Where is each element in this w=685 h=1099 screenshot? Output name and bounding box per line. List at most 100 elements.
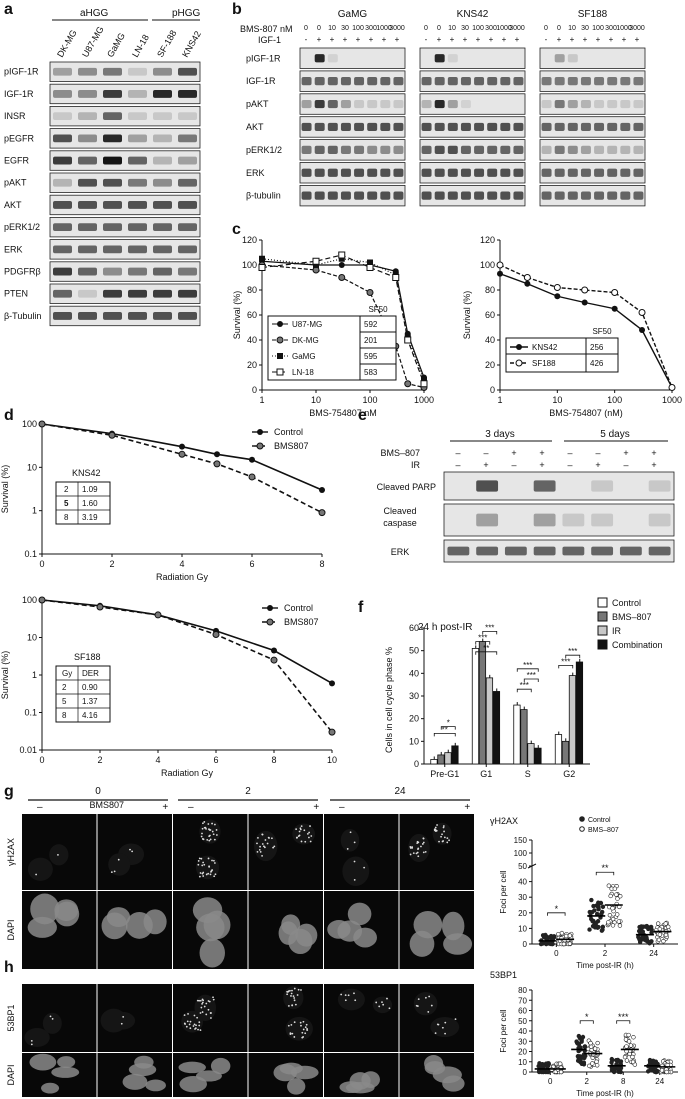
igf-sign: + xyxy=(317,35,322,44)
focus xyxy=(201,827,204,830)
data-point xyxy=(213,460,221,468)
y-tick-label: 20 xyxy=(409,714,419,724)
blot-band xyxy=(533,513,556,527)
significance-bracket xyxy=(616,1020,631,1024)
blot-band xyxy=(327,77,338,86)
igf-label: IGF-1 xyxy=(258,35,281,45)
focus xyxy=(35,873,38,876)
blot-band xyxy=(421,168,432,177)
significance-bracket xyxy=(516,668,539,672)
blot-band xyxy=(153,90,172,98)
blot-band xyxy=(620,77,631,86)
dose-value: 0 xyxy=(557,25,561,32)
lane-label: U87-MG xyxy=(80,25,106,59)
data-point xyxy=(611,289,619,296)
table-cell: 1.60 xyxy=(82,499,98,508)
focus xyxy=(51,1017,54,1020)
blot-band xyxy=(128,178,147,187)
blot-band xyxy=(500,191,511,200)
blot-band xyxy=(128,245,147,254)
bar-IR-G2 xyxy=(568,675,577,765)
bar-Combination-G2 xyxy=(575,661,584,765)
blot-band xyxy=(53,312,72,320)
blot-row-label: AKT xyxy=(4,200,22,210)
blot-band xyxy=(103,67,122,76)
igf-sign: + xyxy=(596,35,601,44)
focus xyxy=(353,992,355,995)
y-tick-label: 60 xyxy=(518,1007,527,1016)
data-point xyxy=(543,1061,549,1066)
y-tick-label: 10 xyxy=(518,1058,527,1067)
blot-band xyxy=(178,112,197,121)
blot-band xyxy=(554,99,565,109)
significance-stars: *** xyxy=(478,634,487,643)
data-point xyxy=(567,933,573,938)
legend-text: Control xyxy=(612,598,641,608)
data-point xyxy=(581,286,589,294)
blot-band xyxy=(367,145,378,154)
nucleus xyxy=(100,1008,127,1033)
data-point xyxy=(313,262,319,268)
blot-a-6 xyxy=(49,194,201,216)
data-point xyxy=(590,1061,595,1066)
focus xyxy=(183,1014,186,1016)
nucleus xyxy=(353,927,377,948)
focus xyxy=(416,842,419,845)
table-cell: DER xyxy=(82,669,99,678)
y-tick-label: 30 xyxy=(518,1037,527,1046)
igf-sign: - xyxy=(425,35,428,44)
blot-band xyxy=(633,122,644,132)
dose-value: 1000 xyxy=(496,25,512,32)
focus xyxy=(299,827,302,830)
blot-band xyxy=(301,122,312,132)
focus xyxy=(187,1013,189,1015)
focus xyxy=(344,994,347,996)
data-point xyxy=(649,939,654,944)
focus xyxy=(428,995,431,998)
legend-text: BMS807 xyxy=(274,441,309,451)
focus xyxy=(454,1018,457,1021)
dapi-image xyxy=(248,1053,323,1097)
data-point xyxy=(610,923,616,928)
significance-stars: *** xyxy=(561,657,570,666)
x-tick-label: 0 xyxy=(39,755,44,765)
data-point xyxy=(626,1032,631,1038)
blot-band xyxy=(327,191,338,200)
y-tick-label: 10 xyxy=(27,633,37,643)
ir-sign: – xyxy=(623,460,628,470)
igf-sign: - xyxy=(305,35,308,44)
focus xyxy=(196,1016,199,1019)
focus xyxy=(198,875,201,878)
blot-b xyxy=(419,47,526,69)
y-tick-label: 0 xyxy=(490,385,495,395)
blot-b xyxy=(419,93,526,115)
nucleus xyxy=(199,938,225,968)
focus xyxy=(293,987,296,990)
data-point xyxy=(638,309,646,316)
blot-band xyxy=(301,145,312,154)
blot-band xyxy=(78,112,97,121)
table-header: SF50 xyxy=(368,305,388,314)
focus xyxy=(30,1040,33,1042)
blot-band xyxy=(421,145,432,154)
focus xyxy=(436,1023,439,1026)
blot-band xyxy=(633,145,644,154)
nucleus xyxy=(285,1016,313,1041)
y-tick-label: 0 xyxy=(414,759,419,769)
blot-band xyxy=(591,546,614,556)
bms-label: BMS807 xyxy=(89,800,124,810)
blot-band xyxy=(380,191,391,200)
nucleus xyxy=(273,1064,297,1082)
blot-a-10-frame xyxy=(49,283,201,304)
data-point xyxy=(594,1063,600,1068)
focus xyxy=(300,989,302,991)
focus xyxy=(205,1002,208,1005)
focus xyxy=(422,841,425,844)
blot-b-frame xyxy=(419,162,526,184)
blot-row-label: pAKT xyxy=(4,178,27,188)
nucleus xyxy=(287,1078,306,1095)
53bp1-image xyxy=(97,984,172,1052)
focus xyxy=(296,994,299,996)
blot-band xyxy=(513,191,524,200)
focus xyxy=(287,991,289,993)
